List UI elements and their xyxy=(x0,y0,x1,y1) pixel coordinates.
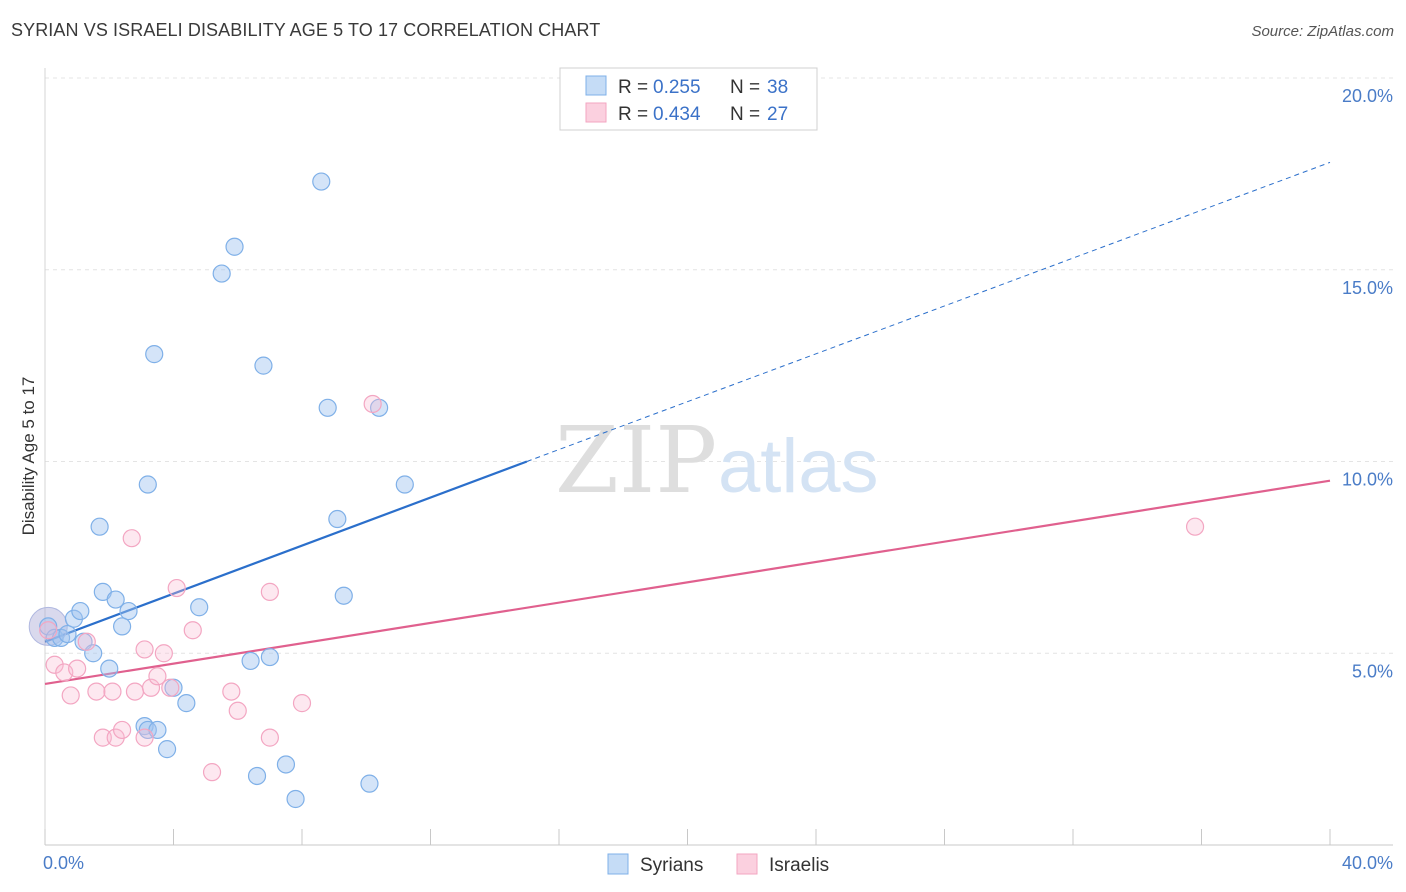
point-syrians xyxy=(112,617,132,636)
watermark: ZIP atlas xyxy=(555,407,879,514)
legend-swatch-israelis xyxy=(585,102,607,123)
point-israelis xyxy=(93,728,112,747)
point-israelis xyxy=(68,659,87,678)
x-tick-label: 40.0% xyxy=(1342,853,1393,873)
point-israelis xyxy=(122,529,141,548)
point-syrians xyxy=(190,598,209,617)
point-israelis xyxy=(222,682,241,701)
point-syrians xyxy=(157,740,177,759)
y-tick-label: 15.0% xyxy=(1342,278,1393,298)
point-israelis xyxy=(260,582,279,601)
y-tick-label: 10.0% xyxy=(1342,470,1393,490)
y-tick-labels: 5.0% 10.0% 15.0% 20.0% xyxy=(1342,86,1393,681)
point-syrians xyxy=(84,644,103,663)
point-syrians xyxy=(58,624,77,644)
y-tick-label: 20.0% xyxy=(1342,86,1393,106)
point-israelis xyxy=(228,701,247,720)
point-syrians xyxy=(106,590,125,609)
point-syrians xyxy=(395,475,414,494)
correlation-legend: R = 0.255 N = 38 R = 0.434 N = 27 xyxy=(559,67,818,131)
point-israelis xyxy=(167,578,186,598)
point-israelis xyxy=(363,394,382,414)
point-israelis xyxy=(125,682,145,701)
series-legend-label-syrians: Syrians xyxy=(640,855,703,876)
point-syrians xyxy=(360,774,379,793)
point-israelis xyxy=(45,655,64,674)
point-syrians xyxy=(312,172,331,191)
watermark-atlas: atlas xyxy=(718,424,879,509)
point-syrians xyxy=(39,617,58,636)
point-syrians xyxy=(328,509,347,529)
series-legend: Syrians Israelis xyxy=(607,853,829,876)
trend-lines xyxy=(44,161,1331,686)
point-syrians xyxy=(212,264,231,283)
legend-swatch-syrians xyxy=(585,75,607,96)
point-israelis xyxy=(77,632,96,651)
legend-n-label-syrians: N = xyxy=(730,77,760,98)
watermark-zip: ZIP xyxy=(555,407,717,514)
legend-n-value-israelis: 27 xyxy=(767,104,788,125)
point-syrians xyxy=(225,237,244,256)
point-israelis xyxy=(183,621,202,640)
point-israelis xyxy=(154,644,173,663)
y-axis-label: Disability Age 5 to 17 xyxy=(19,377,38,536)
point-syrians xyxy=(90,517,109,536)
x-tick-labels: 0.0% 40.0% xyxy=(43,853,1393,873)
point-syrians xyxy=(100,659,119,678)
point-israelis xyxy=(87,682,106,701)
point-syrians xyxy=(71,601,90,621)
point-israelis xyxy=(135,640,154,659)
trend-line-syrians-extension xyxy=(526,161,1331,462)
legend-n-label-israelis: N = xyxy=(730,104,760,125)
point-syrians xyxy=(241,651,260,671)
point-syrians xyxy=(145,345,164,364)
point-syrians xyxy=(318,398,337,417)
trend-line-syrians xyxy=(44,460,528,643)
source-label: Source: ZipAtlas.com xyxy=(1251,23,1394,40)
point-israelis xyxy=(292,694,312,713)
scatter-points xyxy=(28,172,1205,809)
y-tick-label: 5.0% xyxy=(1352,661,1393,681)
x-tick-label: 0.0% xyxy=(43,853,84,873)
point-syrians xyxy=(138,475,157,494)
chart-title: SYRIAN VS ISRAELI DISABILITY AGE 5 TO 17… xyxy=(11,20,601,40)
point-israelis xyxy=(161,678,180,697)
legend-r-value-israelis: 0.434 xyxy=(653,104,701,125)
point-israelis xyxy=(135,728,154,747)
point-israelis xyxy=(260,728,279,747)
cluster-point xyxy=(28,606,68,646)
axes xyxy=(44,68,1393,846)
series-legend-swatch-syrians xyxy=(607,853,629,875)
series-legend-swatch-israelis xyxy=(736,853,758,875)
series-legend-label-israelis: Israelis xyxy=(769,855,829,876)
point-israelis xyxy=(1185,517,1205,536)
point-syrians xyxy=(260,647,279,667)
point-israelis xyxy=(141,678,161,697)
trend-line-israelis xyxy=(44,479,1331,686)
point-syrians xyxy=(254,356,273,375)
point-syrians xyxy=(177,694,196,713)
point-israelis xyxy=(202,763,222,782)
point-israelis xyxy=(112,720,132,740)
point-syrians xyxy=(247,766,267,786)
point-israelis xyxy=(61,686,80,705)
legend-r-label-syrians: R = xyxy=(618,77,648,98)
point-syrians xyxy=(286,789,305,809)
point-israelis xyxy=(103,682,122,701)
point-syrians xyxy=(119,601,138,621)
legend-n-value-syrians: 38 xyxy=(767,77,788,98)
point-israelis xyxy=(148,667,167,686)
legend-r-label-israelis: R = xyxy=(618,104,648,125)
legend-r-value-syrians: 0.255 xyxy=(653,77,701,98)
point-israelis xyxy=(39,621,58,640)
point-syrians xyxy=(334,586,353,605)
point-syrians xyxy=(276,755,296,774)
